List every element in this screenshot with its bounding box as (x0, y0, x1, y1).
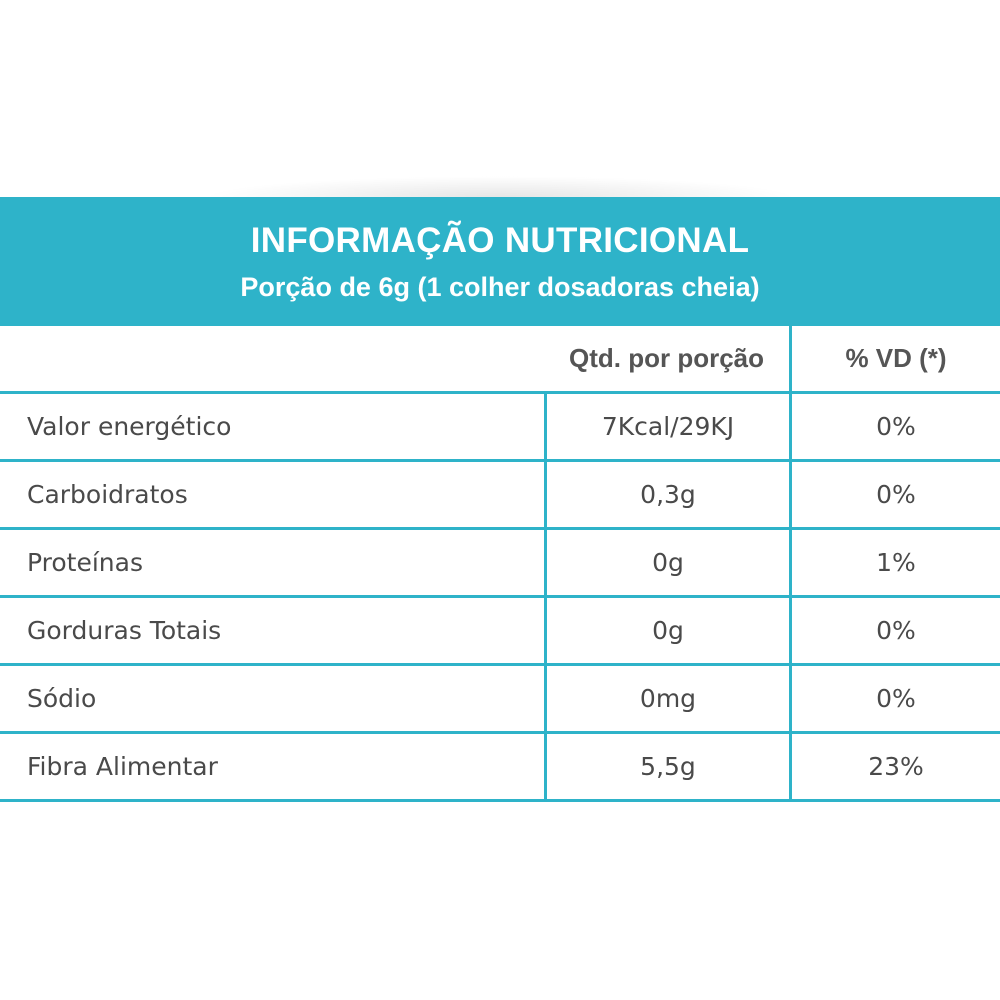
nutrient-vd: 0% (789, 666, 1000, 731)
nutrient-qty: 7Kcal/29KJ (544, 394, 789, 459)
nutrient-name: Carboidratos (27, 480, 188, 509)
column-header-name (0, 326, 544, 391)
column-header-vd: % VD (*) (789, 326, 1000, 391)
nutrient-name: Gorduras Totais (27, 616, 222, 645)
header-shadow (200, 176, 800, 198)
nutrient-vd: 0% (789, 462, 1000, 527)
nutrient-qty: 0mg (544, 666, 789, 731)
nutrient-vd: 1% (789, 530, 1000, 595)
nutrient-name: Valor energético (27, 412, 232, 441)
column-header-qty: Qtd. por porção (569, 343, 764, 373)
header-subtitle: Porção de 6g (1 colher dosadoras cheia) (240, 272, 760, 302)
nutrient-name: Sódio (27, 684, 97, 713)
table-row: Proteínas 0g 1% (0, 530, 1000, 598)
nutrition-header: INFORMAÇÃO NUTRICIONAL Porção de 6g (1 c… (0, 197, 1000, 326)
nutrient-vd: 0% (789, 394, 1000, 459)
nutrient-qty: 5,5g (544, 734, 789, 799)
header-title: INFORMAÇÃO NUTRICIONAL (250, 221, 750, 260)
table-row: Gorduras Totais 0g 0% (0, 598, 1000, 666)
nutrient-qty: 0g (544, 530, 789, 595)
table-row: Sódio 0mg 0% (0, 666, 1000, 734)
nutrient-qty: 0g (544, 598, 789, 663)
table-header-row: Qtd. por porção % VD (*) (0, 326, 1000, 394)
nutrient-name: Fibra Alimentar (27, 752, 218, 781)
nutrient-qty: 0,3g (544, 462, 789, 527)
nutrient-name: Proteínas (27, 548, 143, 577)
nutrient-vd: 23% (789, 734, 1000, 799)
nutrient-vd: 0% (789, 598, 1000, 663)
table-row: Valor energético 7Kcal/29KJ 0% (0, 394, 1000, 462)
table-row: Fibra Alimentar 5,5g 23% (0, 734, 1000, 802)
table-row: Carboidratos 0,3g 0% (0, 462, 1000, 530)
nutrition-table: Qtd. por porção % VD (*) Valor energétic… (0, 326, 1000, 802)
